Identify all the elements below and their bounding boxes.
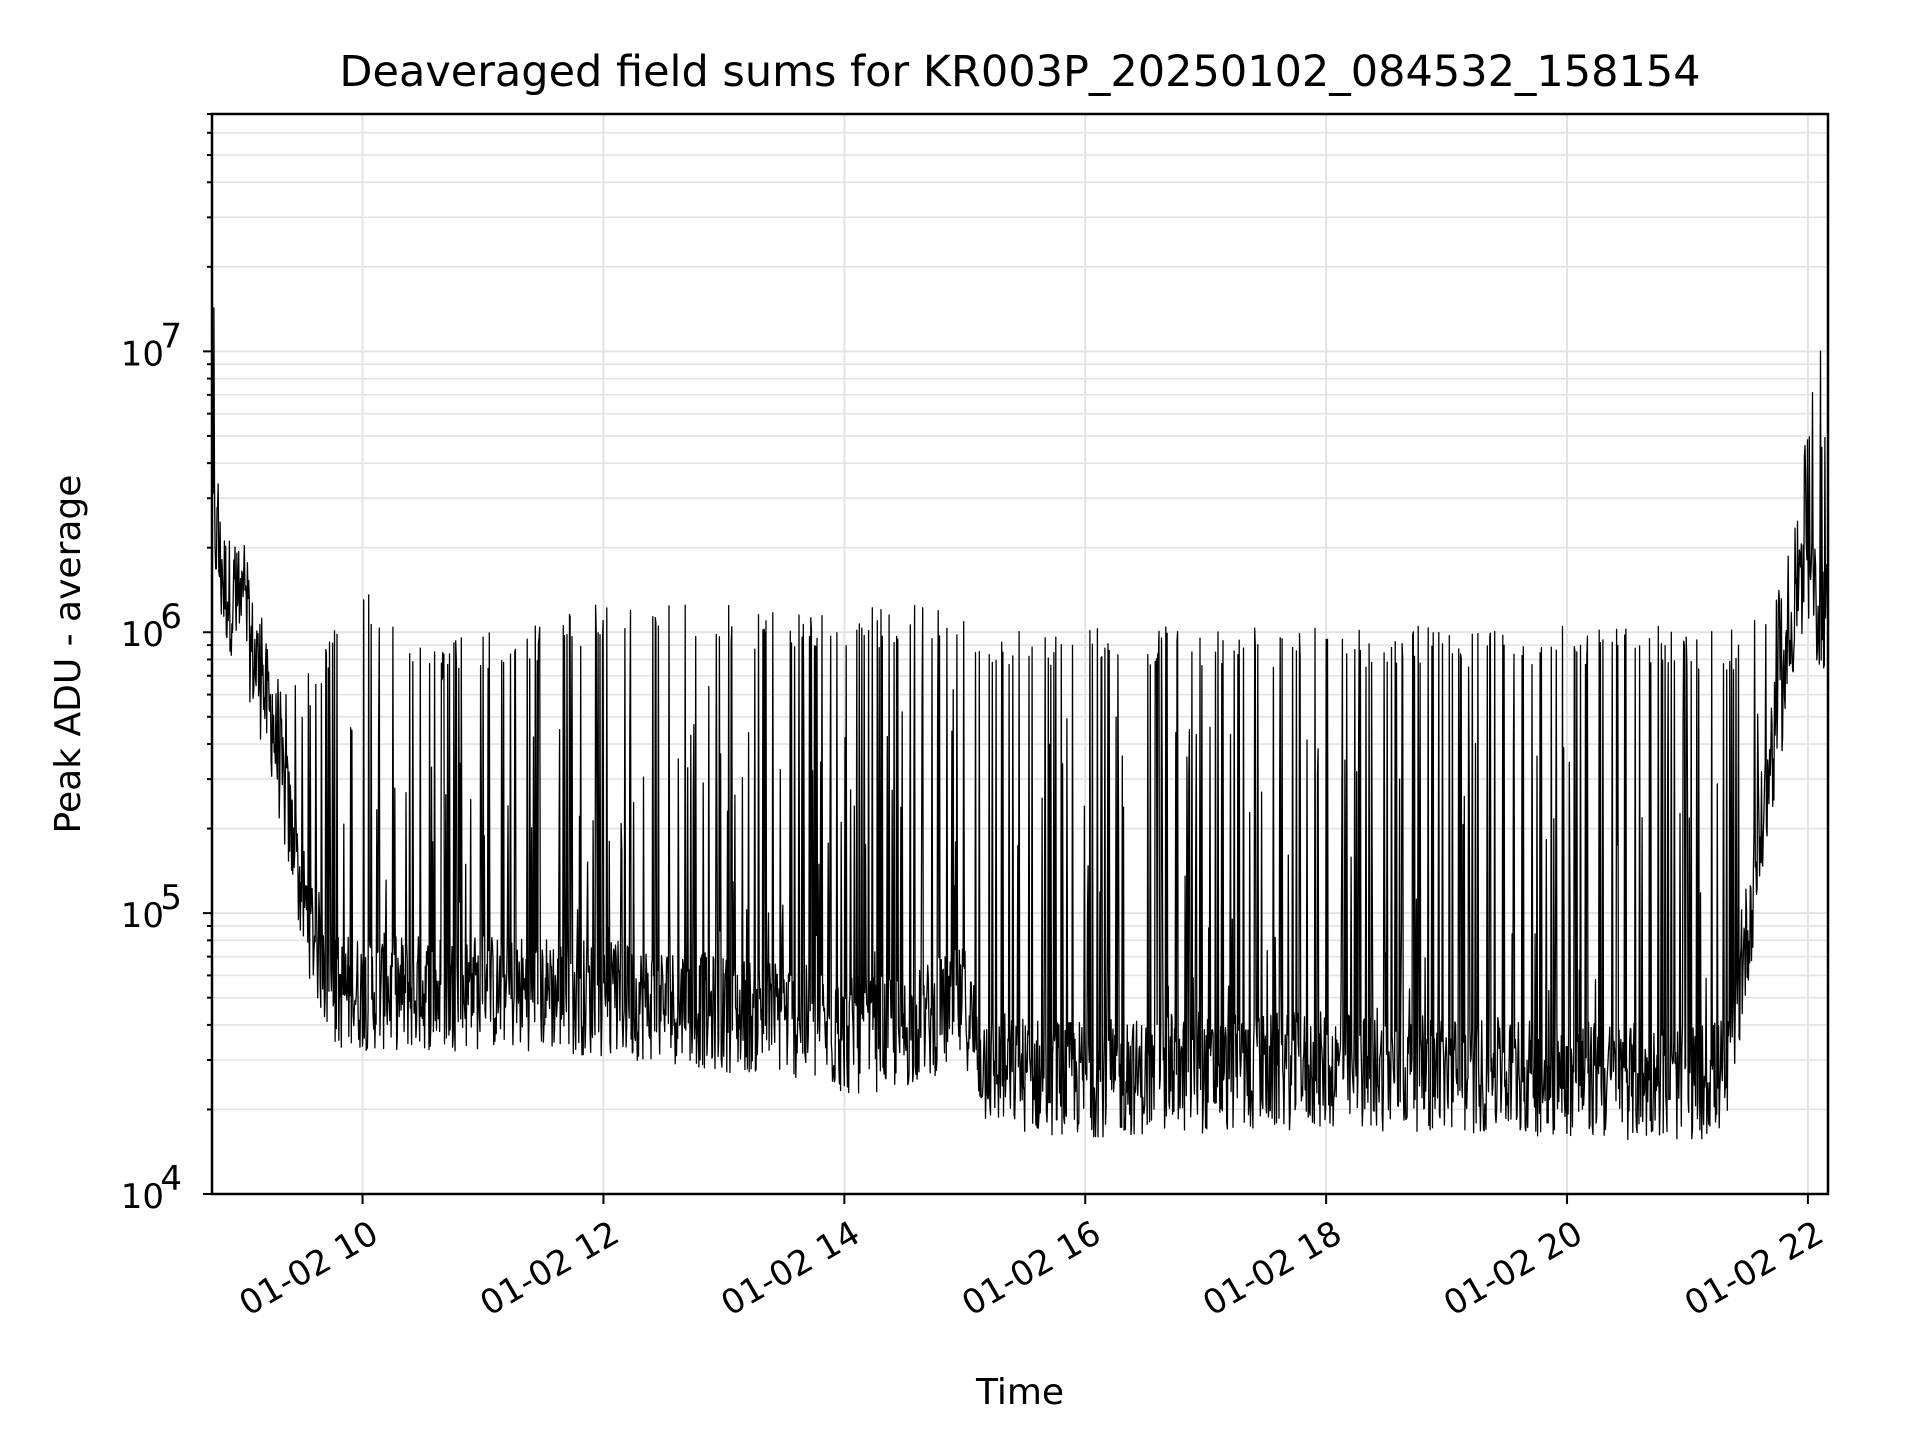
y-tick-exponent: 4	[160, 1159, 182, 1199]
plot-frame	[210, 112, 1830, 1196]
y-tick-exponent: 6	[160, 597, 182, 637]
y-tick-label: 10	[121, 896, 164, 936]
series-path	[211, 307, 1829, 1141]
y-tick-base: 10	[121, 896, 164, 936]
x-axis-title: Time	[975, 1372, 1064, 1413]
y-axis-title: Peak ADU - average	[48, 475, 89, 834]
series-line	[211, 307, 1829, 1141]
y-tick-exponent: 7	[160, 316, 182, 356]
y-tick-label: 10	[121, 334, 164, 374]
y-tick-base: 10	[121, 1177, 164, 1217]
y-tick-base: 10	[121, 615, 164, 655]
y-tick-exponent: 5	[160, 878, 182, 918]
y-tick-label: 10	[121, 1177, 164, 1217]
chart-title: Deaveraged field sums for KR003P_2025010…	[339, 47, 1700, 97]
y-tick-base: 10	[121, 334, 164, 374]
y-tick-label: 10	[121, 615, 164, 655]
